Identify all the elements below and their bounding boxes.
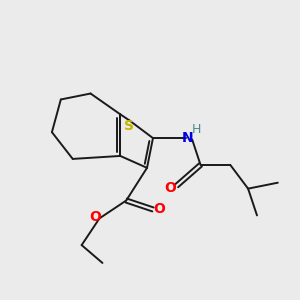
Text: S: S (124, 118, 134, 133)
Text: O: O (154, 202, 165, 216)
Text: O: O (89, 210, 101, 224)
Text: O: O (164, 181, 176, 195)
Text: H: H (191, 123, 201, 136)
Text: N: N (181, 131, 193, 145)
